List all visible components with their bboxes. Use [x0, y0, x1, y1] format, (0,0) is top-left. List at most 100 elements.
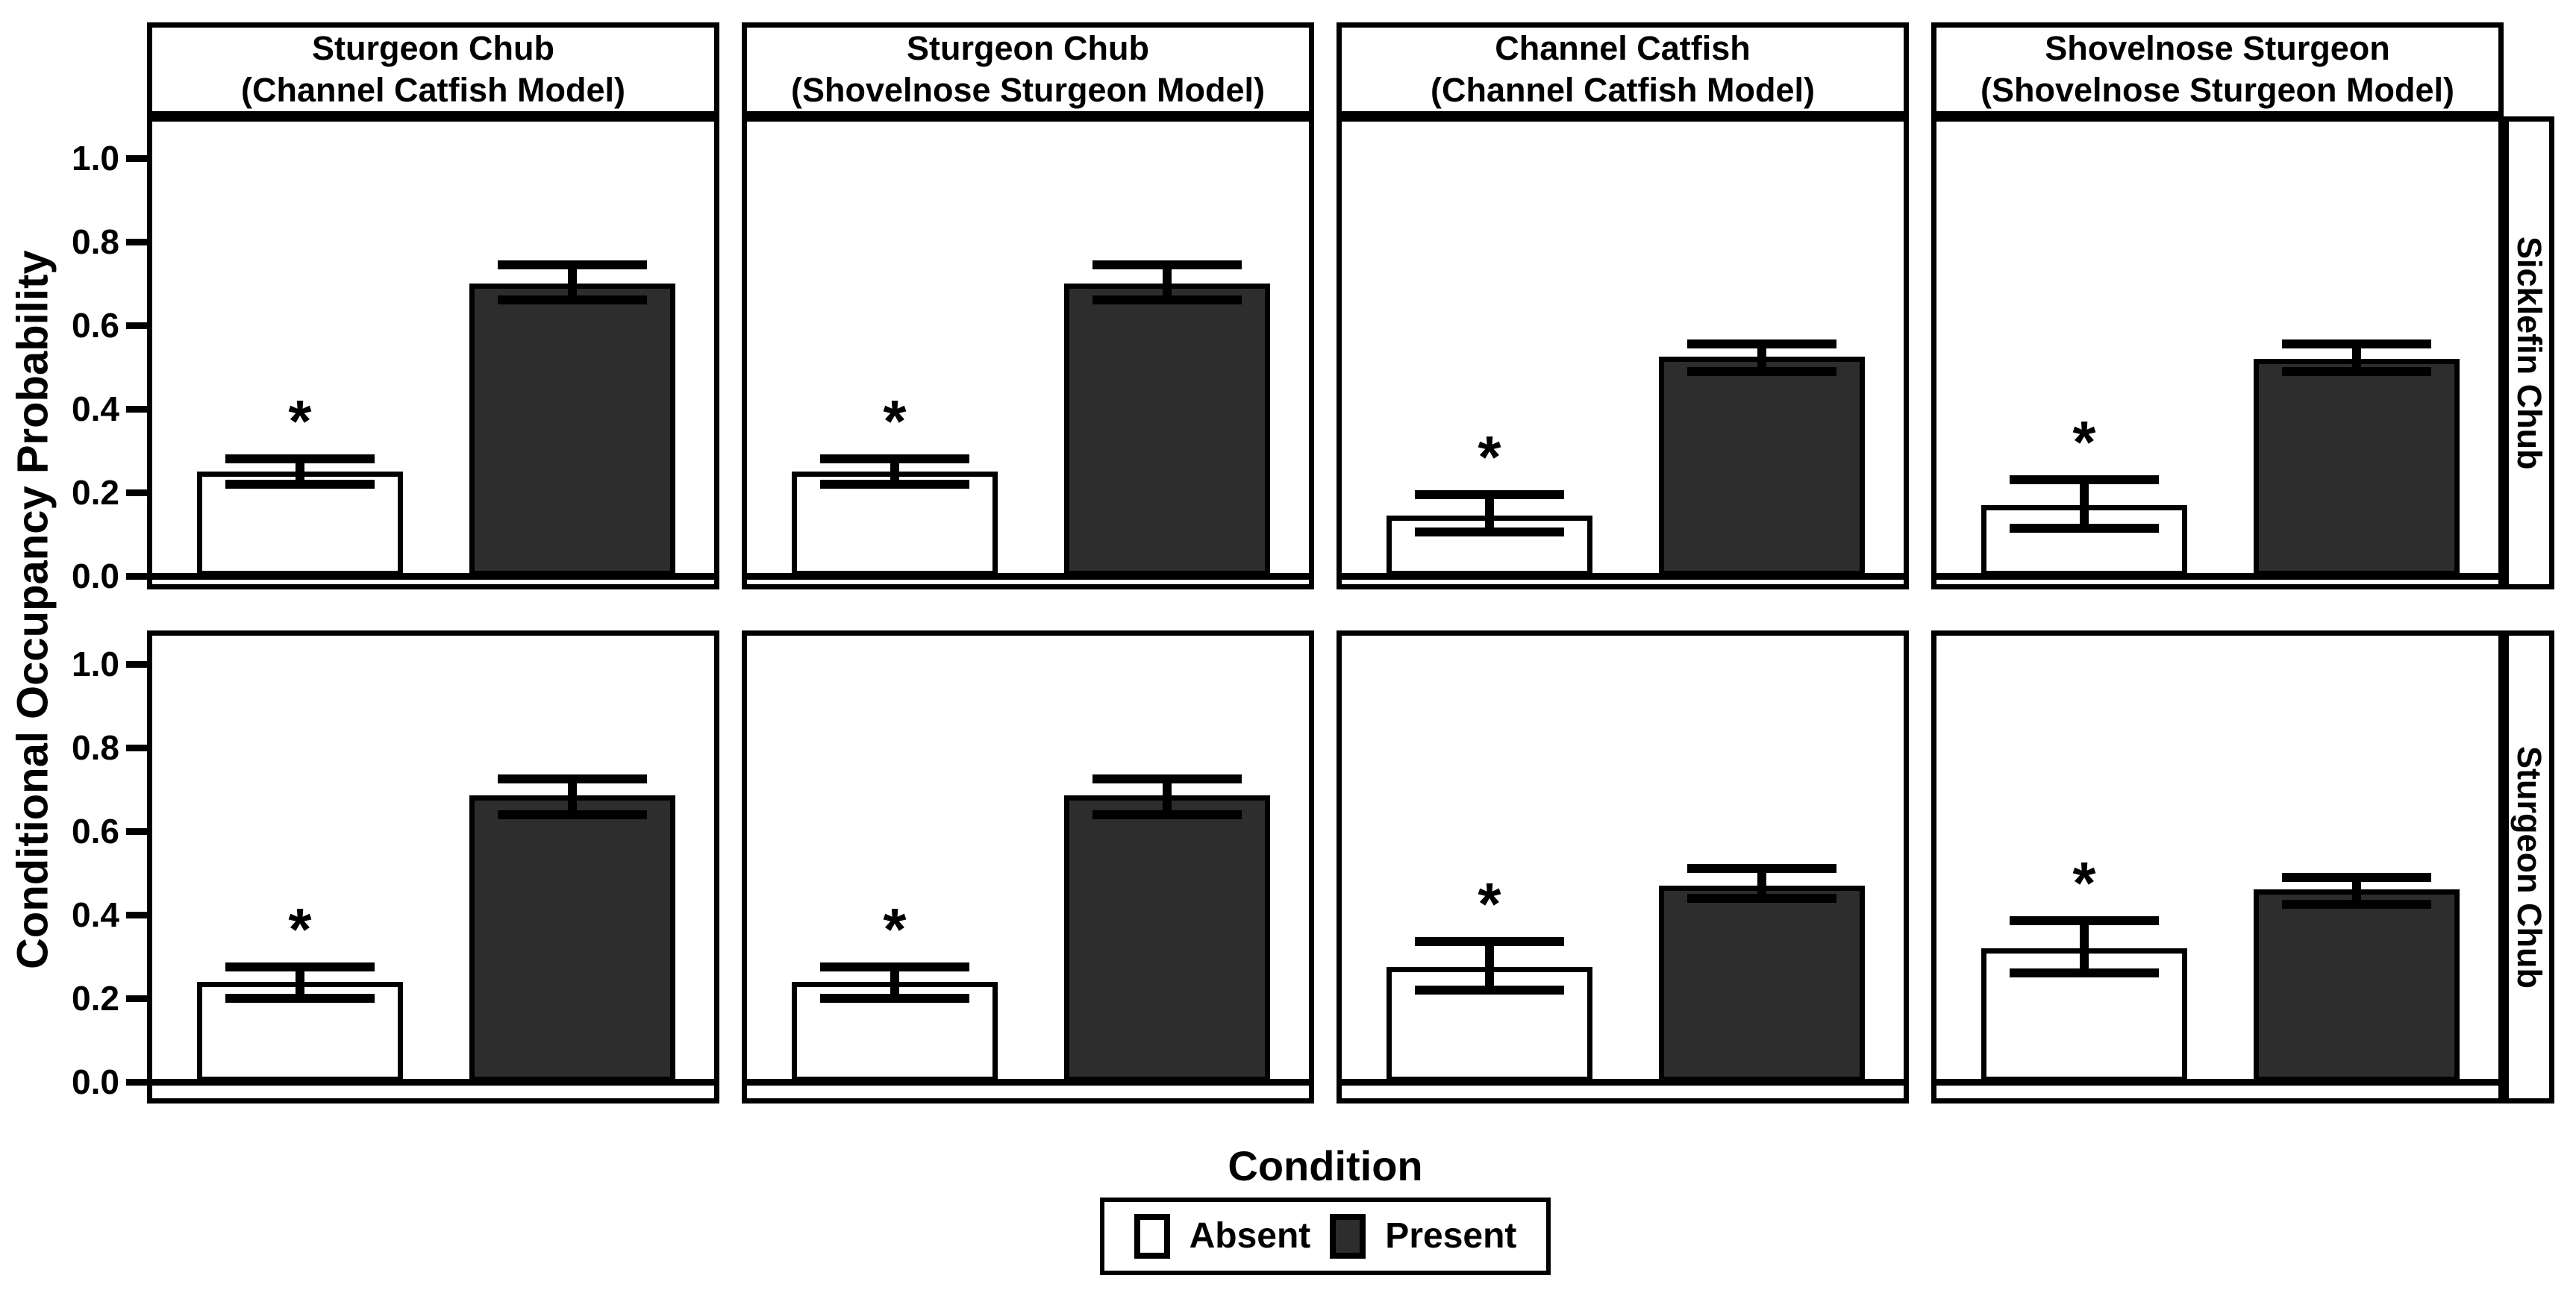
bar-present: [1064, 795, 1270, 1082]
facet-panel: *: [1931, 116, 2504, 589]
y-tick-label: 0.8: [72, 728, 119, 767]
significance-asterisk: *: [883, 896, 907, 962]
y-tick-mark: [126, 828, 147, 835]
bar-present: [1659, 357, 1865, 576]
strip-title-line: Shovelnose Sturgeon: [2045, 29, 2390, 67]
column-strip-sturgeon-chub-catfish-model: Sturgeon Chub (Channel Catfish Model): [147, 22, 719, 116]
error-bar-cap: [2282, 900, 2431, 909]
legend-box: Absent Present: [1099, 1198, 1551, 1275]
significance-asterisk: *: [288, 896, 312, 962]
error-bar-cap: [1687, 339, 1836, 349]
error-bar-cap: [820, 454, 969, 464]
y-tick-label: 1.0: [72, 139, 119, 178]
y-tick-label: 0.4: [72, 895, 119, 934]
bar-absent: [792, 472, 998, 576]
error-bar-cap: [498, 295, 647, 305]
bar-present: [2254, 359, 2460, 576]
y-tick-mark: [126, 239, 147, 245]
error-bar-cap: [2282, 872, 2431, 882]
x-axis-baseline: [1931, 1079, 2504, 1086]
error-bar-cap: [1415, 985, 1564, 995]
bar-present: [469, 795, 675, 1082]
error-bar-cap: [2282, 339, 2431, 349]
facet-panel: *: [742, 630, 1314, 1104]
y-tick-mark: [126, 489, 147, 496]
y-tick-mark: [126, 995, 147, 1002]
strip-title-line: Sturgeon Chub: [312, 29, 554, 67]
column-strip-sturgeon-chub-sturgeon-model: Sturgeon Chub (Shovelnose Sturgeon Model…: [742, 22, 1314, 116]
error-bar-cap: [1092, 774, 1242, 783]
x-axis-baseline: [1337, 573, 1909, 580]
error-bar-line: [1163, 779, 1172, 815]
legend: Absent Present: [147, 1198, 2504, 1275]
legend-swatch-absent: [1134, 1214, 1170, 1259]
y-tick-label: 1.0: [72, 645, 119, 683]
legend-swatch-present: [1330, 1214, 1366, 1259]
error-bar-cap: [2010, 523, 2159, 533]
error-bar-line: [2352, 344, 2361, 372]
column-strip-channel-catfish: Channel Catfish (Channel Catfish Model): [1337, 22, 1909, 116]
y-tick-label: 0.2: [72, 473, 119, 512]
significance-asterisk: *: [883, 388, 907, 455]
y-tick-label: 0.0: [72, 557, 119, 595]
legend-label-absent: Absent: [1189, 1216, 1311, 1256]
error-bar-cap: [1415, 489, 1564, 499]
y-tick-mark: [126, 661, 147, 668]
y-tick-label: 0.0: [72, 1062, 119, 1101]
error-bar-cap: [1092, 810, 1242, 819]
facet-panel: *: [147, 116, 719, 589]
facet-panel: *: [742, 116, 1314, 589]
error-bar-cap: [225, 479, 375, 489]
x-axis-baseline: [1337, 1079, 1909, 1086]
x-axis-baseline: [147, 1079, 719, 1086]
error-bar-cap: [1092, 260, 1242, 269]
error-bar-line: [1485, 942, 1494, 990]
y-axis-title: Conditional Occupancy Probability: [8, 250, 57, 970]
strip-title-line: Channel Catfish: [1495, 29, 1751, 67]
error-bar-cap: [1687, 366, 1836, 376]
bar-present: [2254, 889, 2460, 1082]
error-bar-line: [568, 264, 577, 301]
facet-panel: *: [1931, 630, 2504, 1104]
x-axis-baseline: [742, 1079, 1314, 1086]
error-bar-cap: [820, 479, 969, 489]
strip-title-line: (Channel Catfish Model): [1431, 71, 1815, 109]
error-bar-cap: [1415, 528, 1564, 537]
facet-panel: *: [1337, 630, 1909, 1104]
significance-asterisk: *: [1478, 423, 1501, 490]
significance-asterisk: *: [288, 388, 312, 455]
y-tick-mark: [126, 1079, 147, 1086]
x-axis-baseline: [742, 573, 1314, 580]
facet-panel: *: [147, 630, 719, 1104]
error-bar-line: [1485, 494, 1494, 533]
error-bar-line: [1757, 868, 1766, 898]
y-tick-mark: [126, 912, 147, 918]
x-axis-baseline: [147, 573, 719, 580]
error-bar-cap: [498, 810, 647, 819]
error-bar-cap: [1415, 937, 1564, 947]
strip-title-line: Sturgeon Chub: [907, 29, 1149, 67]
bar-present: [469, 284, 675, 576]
error-bar-cap: [225, 994, 375, 1003]
bar-present: [1659, 886, 1865, 1082]
strip-title-line: (Shovelnose Sturgeon Model): [1980, 71, 2455, 109]
x-axis-baseline: [1931, 573, 2504, 580]
error-bar-line: [568, 779, 577, 815]
column-strip-shovelnose-sturgeon: Shovelnose Sturgeon (Shovelnose Sturgeon…: [1931, 22, 2504, 116]
y-tick-mark: [126, 406, 147, 413]
error-bar-line: [296, 459, 304, 484]
row-strip-sturgeon-chub: Sturgeon Chub: [2504, 630, 2554, 1104]
error-bar-line: [2080, 480, 2089, 528]
error-bar-cap: [2010, 968, 2159, 978]
bar-present: [1064, 284, 1270, 576]
strip-title-line: (Shovelnose Sturgeon Model): [790, 71, 1266, 109]
error-bar-cap: [498, 774, 647, 783]
error-bar-cap: [1687, 864, 1836, 874]
strip-title-line: (Channel Catfish Model): [241, 71, 625, 109]
error-bar-cap: [498, 260, 647, 269]
error-bar-cap: [225, 962, 375, 971]
error-bar-cap: [225, 454, 375, 464]
error-bar-cap: [2010, 916, 2159, 926]
error-bar-cap: [1687, 893, 1836, 903]
